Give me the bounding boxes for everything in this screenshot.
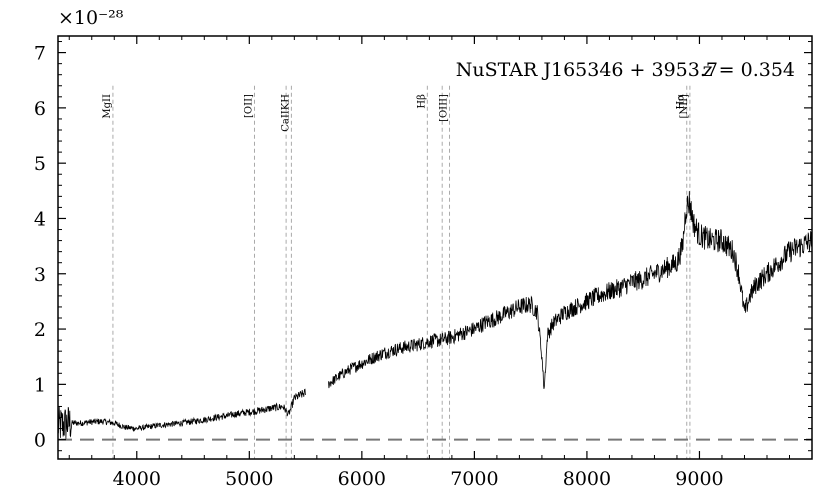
x-tick-label: 8000	[563, 468, 611, 490]
x-tick-label: 6000	[338, 468, 386, 490]
emission-line-label: Hβ	[416, 94, 427, 109]
y-tick-label: 1	[34, 374, 46, 396]
spectrum-line-segment	[58, 388, 306, 439]
x-tick-label: 5000	[225, 468, 273, 490]
x-tick-label: 9000	[675, 468, 723, 490]
chart-title: NuSTAR J165346 + 3953.7	[456, 59, 718, 81]
x-axis-ticks: 4000 5000 6000 7000 8000 9000	[68, 36, 790, 490]
y-axis-ticks: 0 1 2 3 4 5 6 7	[34, 41, 812, 452]
axes-frame	[57, 35, 813, 460]
y-scale-factor-label: ×10⁻²⁸	[58, 7, 124, 29]
emission-line-label: [OIII]	[439, 94, 450, 122]
emission-line-markers: MgII [OII] CaIIKH Hβ [OIII] Hα[NII]	[102, 85, 691, 459]
x-tick-label: 4000	[113, 468, 161, 490]
y-tick-label: 3	[34, 264, 46, 286]
y-tick-label: 7	[34, 43, 46, 65]
emission-line-label: Hα	[676, 94, 687, 110]
y-tick-label: 2	[34, 319, 46, 341]
emission-line-label: [NII]	[679, 94, 690, 119]
y-tick-label: 6	[34, 98, 46, 120]
x-tick-label: 7000	[450, 468, 498, 490]
y-tick-label: 5	[34, 153, 46, 175]
redshift-label: z = 0.354	[703, 59, 795, 81]
y-tick-label: 0	[34, 430, 46, 452]
emission-line-label: [OII]	[243, 94, 254, 118]
spectrum-series	[58, 191, 812, 439]
y-tick-label: 4	[34, 208, 46, 230]
emission-line-label: MgII	[102, 94, 113, 119]
emission-line-label: CaIIKH	[280, 94, 291, 132]
spectrum-line-segment	[328, 191, 812, 389]
